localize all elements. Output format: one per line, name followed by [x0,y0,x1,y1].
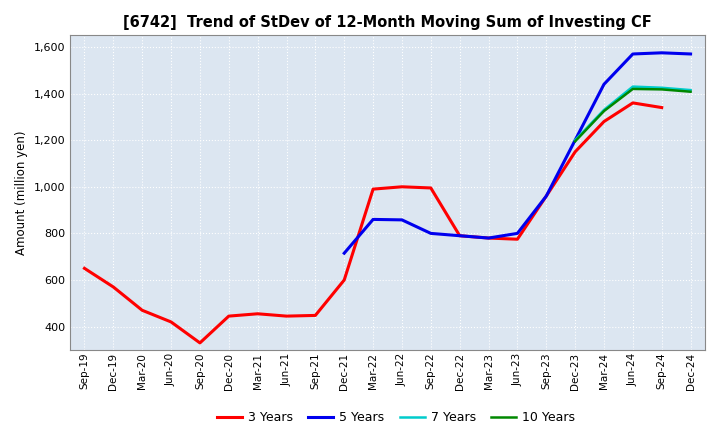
Title: [6742]  Trend of StDev of 12-Month Moving Sum of Investing CF: [6742] Trend of StDev of 12-Month Moving… [123,15,652,30]
5 Years [571,138,580,143]
3 Years [571,149,580,154]
5 Years [426,231,435,236]
10 Years [600,108,608,114]
5 Years [686,51,695,57]
3 Years [657,105,666,110]
5 Years [600,82,608,87]
3 Years [138,308,146,313]
7 Years [600,107,608,113]
5 Years [542,194,551,199]
10 Years [571,139,580,144]
3 Years [340,277,348,282]
5 Years [657,50,666,55]
7 Years [657,85,666,90]
10 Years [686,89,695,94]
7 Years [629,84,637,89]
3 Years [109,284,117,290]
3 Years [167,319,176,325]
5 Years [397,217,406,223]
3 Years [426,185,435,191]
Line: 7 Years: 7 Years [575,87,690,140]
5 Years [485,235,493,241]
3 Years [397,184,406,190]
3 Years [369,187,377,192]
3 Years [629,100,637,106]
Line: 10 Years: 10 Years [575,89,690,141]
Y-axis label: Amount (million yen): Amount (million yen) [15,130,28,255]
Line: 3 Years: 3 Years [84,103,662,343]
3 Years [542,194,551,199]
3 Years [253,311,262,316]
3 Years [196,340,204,345]
3 Years [455,233,464,238]
5 Years [513,231,522,236]
3 Years [80,266,89,271]
3 Years [225,313,233,319]
7 Years [571,138,580,143]
3 Years [485,235,493,241]
5 Years [369,217,377,222]
Line: 5 Years: 5 Years [344,53,690,253]
7 Years [686,88,695,93]
5 Years [455,233,464,238]
10 Years [629,86,637,92]
5 Years [340,250,348,256]
5 Years [629,51,637,57]
10 Years [657,87,666,92]
3 Years [600,119,608,124]
3 Years [311,313,320,318]
3 Years [282,313,291,319]
3 Years [513,237,522,242]
Legend: 3 Years, 5 Years, 7 Years, 10 Years: 3 Years, 5 Years, 7 Years, 10 Years [212,407,580,429]
